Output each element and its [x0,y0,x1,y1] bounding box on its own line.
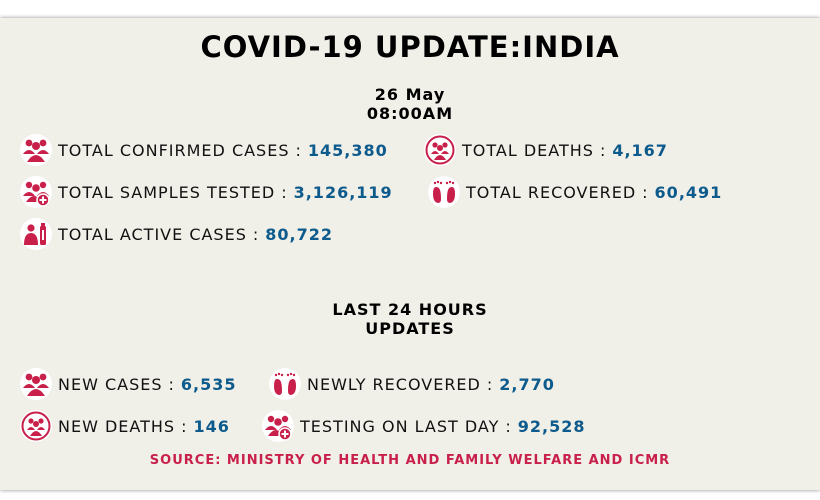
stat-total-deaths: TOTAL DEATHS:4,167 [424,133,668,167]
patient-bottle-icon [20,218,52,250]
people-circle-icon [20,410,52,442]
stat-value: 3,126,119 [293,182,393,202]
people-group-icon [20,134,52,166]
stat-label: TOTAL CONFIRMED CASES [58,140,290,160]
stat-total-samples: TOTAL SAMPLES TESTED:3,126,119 [20,175,393,209]
stat-label: TOTAL ACTIVE CASES [58,224,247,244]
stat-total-active: TOTAL ACTIVE CASES:80,722 [20,217,333,251]
stat-value: 80,722 [265,224,333,244]
people-plus-icon [262,410,294,442]
last-24-heading-line1: LAST 24 HOURS [332,300,488,319]
stat-new-deaths: NEW DEATHS:146 [20,409,230,443]
stat-label: TESTING ON LAST DAY [300,416,500,436]
stat-label: TOTAL DEATHS [462,140,594,160]
people-plus-icon [20,176,52,208]
feet-icon [269,368,301,400]
stat-value: 92,528 [517,416,586,436]
page-title: COVID-19 UPDATE:INDIA [200,30,620,64]
people-circle-icon [424,134,456,166]
update-time: 08:00AM [366,104,454,123]
stat-testing-last-day: TESTING ON LAST DAY:92,528 [262,409,586,443]
stat-new-cases: NEW CASES:6,535 [20,367,237,401]
stat-newly-recovered: NEWLY RECOVERED:2,770 [269,367,555,401]
stat-value: 4,167 [612,140,668,160]
stat-total-recovered: TOTAL RECOVERED:60,491 [428,175,722,209]
stat-label: TOTAL RECOVERED [466,182,637,202]
stat-value: 145,380 [307,140,388,160]
last-24-heading-line2: UPDATES [365,319,455,338]
feet-icon [428,176,460,208]
last-24-heading: LAST 24 HOURS UPDATES [0,300,820,338]
stat-value: 6,535 [180,374,237,394]
update-date: 26 May 08:00AM [0,85,820,123]
stat-value: 146 [193,416,230,436]
covid-update-card: COVID-19 UPDATE:INDIA 26 May 08:00AM TOT… [0,18,820,490]
stat-total-confirmed: TOTAL CONFIRMED CASES:145,380 [20,133,388,167]
source-note: SOURCE: MINISTRY OF HEALTH AND FAMILY WE… [149,453,671,468]
stat-label: NEW DEATHS [58,416,176,436]
stat-value: 60,491 [654,182,723,202]
people-group-icon [20,368,52,400]
stat-label: TOTAL SAMPLES TESTED [58,182,276,202]
stat-label: NEW CASES [58,374,163,394]
stat-label: NEWLY RECOVERED [307,374,481,394]
stat-value: 2,770 [499,374,555,394]
update-day: 26 May [374,85,446,104]
